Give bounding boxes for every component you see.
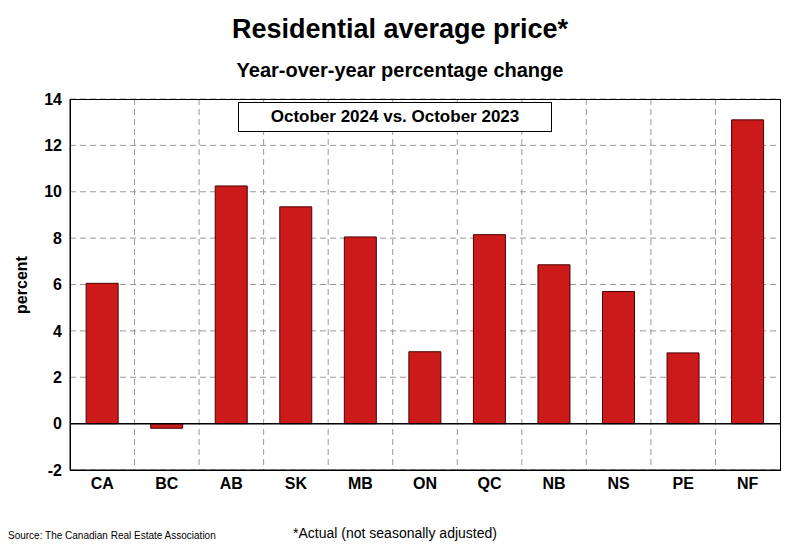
svg-text:NF: NF [737,475,759,492]
svg-text:4: 4 [53,323,62,340]
svg-text:AB: AB [220,475,243,492]
svg-text:SK: SK [285,475,308,492]
svg-text:ON: ON [413,475,437,492]
svg-text:BC: BC [155,475,179,492]
svg-text:PE: PE [673,475,695,492]
svg-text:10: 10 [44,183,62,200]
html-text:Source: The Canadian Real Esta: Source: The Canadian Real Estate Associa… [8,530,216,541]
html-text:percent: percent [13,256,30,314]
svg-text:0: 0 [53,415,62,432]
html-text:Residential average price*: Residential average price* [231,14,569,44]
html-text:*Actual (not seasonally adjust: *Actual (not seasonally adjusted) [293,525,497,541]
svg-text:8: 8 [53,230,62,247]
svg-text:NB: NB [543,475,566,492]
html-text:Year-over-year percentage chan: Year-over-year percentage change [236,59,564,81]
svg-text:MB: MB [348,475,373,492]
html-text:October 2024 vs. October 2023: October 2024 vs. October 2023 [270,107,520,126]
svg-text:NS: NS [608,475,631,492]
svg-text:QC: QC [478,475,502,492]
svg-text:2: 2 [53,369,62,386]
svg-text:6: 6 [53,276,62,293]
svg-text:14: 14 [44,91,62,108]
svg-text:CA: CA [91,475,115,492]
svg-text:12: 12 [44,137,62,154]
svg-text:-2: -2 [48,462,62,479]
